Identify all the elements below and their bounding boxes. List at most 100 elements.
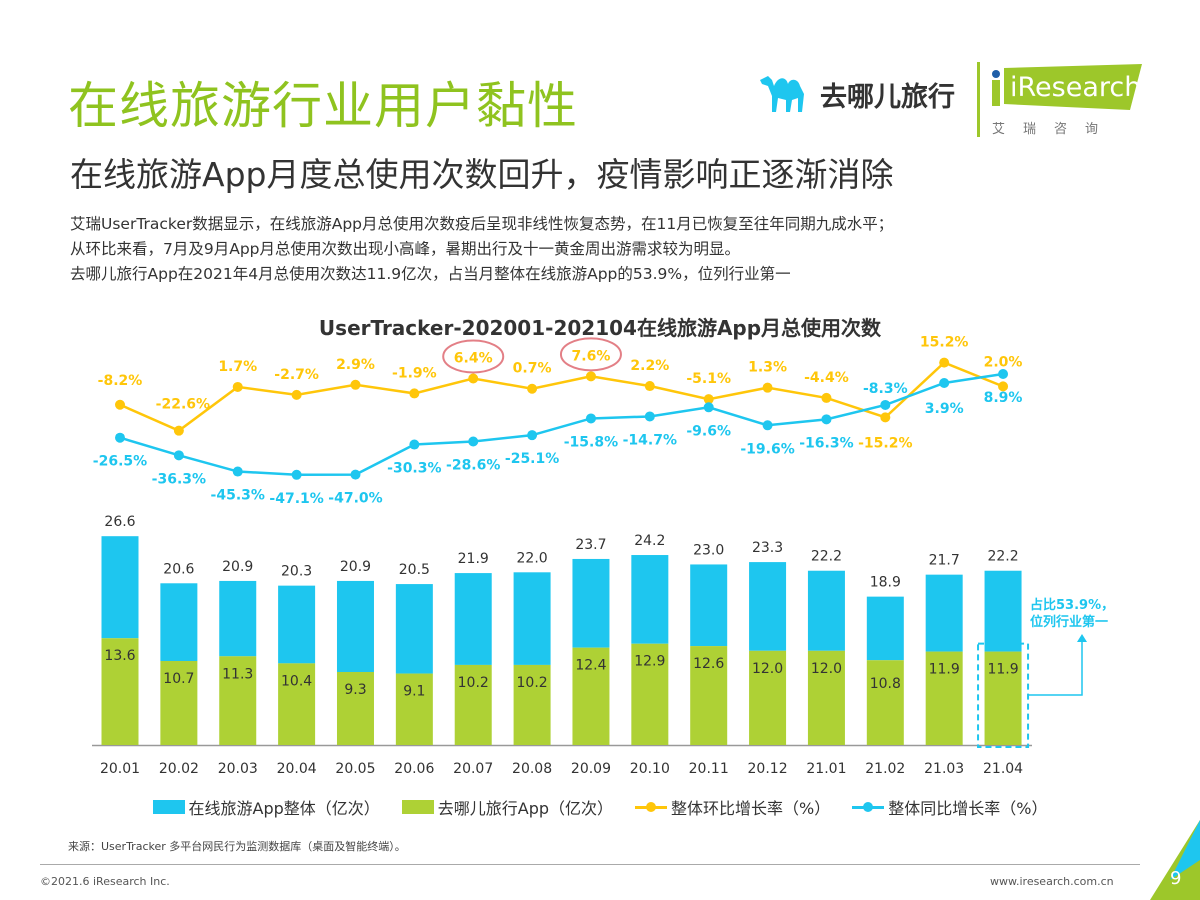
x-tick-label: 20.08 — [512, 761, 552, 777]
yoy-point — [468, 436, 479, 447]
mom-point — [880, 412, 891, 423]
bar-total — [219, 580, 257, 657]
source-note: 来源：UserTracker 多平台网民行为监测数据库（桌面及智能终端）。 — [68, 840, 406, 853]
x-tick-label: 20.09 — [571, 761, 611, 777]
yoy-line — [119, 372, 1004, 477]
yoy-point — [409, 439, 420, 450]
yoy-label: -28.6% — [446, 457, 500, 473]
arrowhead-icon — [1077, 634, 1087, 642]
page-title: 在线旅游行业用户黏性 — [68, 77, 578, 135]
x-tick-label: 20.07 — [453, 761, 493, 777]
mom-label: 2.2% — [630, 358, 669, 374]
bar-total-label: 23.3 — [752, 540, 783, 556]
yoy-point — [998, 368, 1009, 379]
bar-total-label: 26.6 — [104, 514, 135, 530]
bar-qunar — [101, 638, 139, 745]
mom-label: -4.4% — [804, 370, 849, 386]
legend-label: 整体同比增长率（%） — [888, 799, 1048, 818]
body-text-line: 从环比来看，7月及9月App月总使用次数出现小高峰，暑期出行及十一黄金周出游需求… — [70, 240, 741, 258]
footer-divider — [40, 864, 1140, 865]
bar-qunar-label: 12.0 — [752, 661, 783, 677]
bar-total-label: 21.7 — [929, 553, 960, 569]
bar-total-label: 22.2 — [987, 549, 1018, 565]
mom-point — [527, 383, 538, 394]
bar-qunar-label: 11.9 — [987, 662, 1018, 678]
yoy-label: 8.9% — [984, 390, 1023, 406]
bar-qunar — [866, 660, 904, 745]
bar-total — [749, 562, 787, 651]
qunar-logo: 去哪儿旅行 — [758, 72, 955, 116]
bar-qunar-label: 11.9 — [929, 662, 960, 678]
mom-point — [703, 394, 714, 405]
bar-total — [925, 574, 963, 652]
mom-label: 2.0% — [984, 354, 1023, 370]
mom-label: 1.7% — [218, 359, 257, 375]
yoy-point — [173, 450, 184, 461]
yoy-point — [821, 414, 832, 425]
legend-label: 整体环比增长率（%） — [671, 799, 831, 818]
mom-point — [998, 381, 1009, 392]
mom-label: 2.9% — [336, 357, 375, 373]
bar-qunar — [807, 650, 845, 745]
annotation-line: 占比53.9%， — [1030, 598, 1115, 613]
bar-total-label: 23.0 — [693, 542, 724, 558]
mom-label: -5.1% — [686, 371, 731, 387]
yoy-point — [644, 411, 655, 422]
bar-total — [690, 564, 728, 647]
bar-total-label: 22.2 — [811, 549, 842, 565]
page-number: 9 — [1170, 868, 1182, 889]
legend-label: 在线旅游App整体（亿次） — [188, 799, 380, 818]
bar-qunar — [690, 646, 728, 745]
bar-total-label: 24.2 — [634, 533, 665, 549]
mom-point — [173, 425, 184, 436]
yoy-label: -36.3% — [152, 471, 206, 487]
yoy-point — [527, 430, 538, 441]
bar-total — [807, 570, 845, 651]
bar-qunar — [513, 664, 551, 745]
x-tick-label: 20.10 — [630, 761, 670, 777]
iresearch-logo-text: iResearch — [1010, 72, 1142, 103]
bar-qunar — [278, 663, 316, 745]
bar-total-label: 20.9 — [340, 559, 371, 575]
bar-qunar-label: 10.2 — [458, 675, 489, 691]
yoy-point — [115, 432, 125, 443]
chart-title: UserTracker-202001-202104在线旅游App月总使用次数 — [318, 316, 882, 340]
yoy-point — [585, 413, 596, 424]
bar-total-label: 20.5 — [399, 562, 430, 578]
logo-divider — [977, 62, 980, 137]
bar-qunar-label: 12.9 — [634, 654, 665, 670]
x-tick-label: 21.01 — [806, 761, 846, 777]
bar-qunar — [395, 673, 433, 745]
x-tick-label: 20.04 — [277, 761, 317, 777]
bar-qunar — [454, 664, 492, 745]
bar-total-label: 20.6 — [163, 561, 194, 577]
legend-swatch-icon — [152, 800, 185, 814]
x-tick-label: 21.03 — [924, 761, 964, 777]
mom-point — [350, 379, 361, 390]
bar-qunar-label: 10.4 — [281, 673, 312, 689]
bar-qunar — [631, 643, 669, 745]
bar-total-label: 20.9 — [222, 559, 253, 575]
bar-qunar-label: 12.0 — [811, 661, 842, 677]
yoy-point — [232, 466, 243, 477]
mom-label: -8.2% — [98, 373, 143, 389]
legend-item: 整体同比增长率（%） — [852, 795, 1047, 819]
bar-total-label: 23.7 — [575, 537, 606, 553]
legend-item: 在线旅游App整体（亿次） — [152, 795, 380, 819]
x-tick-label: 21.04 — [983, 761, 1023, 777]
bar-qunar-label: 12.4 — [575, 658, 606, 674]
yoy-label: -19.6% — [740, 441, 794, 457]
bar-total — [454, 573, 492, 665]
legend-line-icon — [852, 800, 885, 814]
website-link[interactable]: www.iresearch.com.cn — [990, 875, 1114, 888]
yoy-point — [350, 469, 361, 480]
mom-point — [291, 389, 302, 400]
yoy-label: -26.5% — [93, 454, 147, 470]
mom-line — [119, 361, 1004, 433]
bar-qunar-label: 13.6 — [104, 648, 135, 664]
highlight-ellipse — [442, 339, 505, 374]
yoy-point — [291, 469, 302, 480]
bar-qunar-label: 11.3 — [222, 666, 253, 682]
page-subtitle: 在线旅游App月度总使用次数回升，疫情影响正逐渐消除 — [70, 155, 894, 194]
yoy-label: -45.3% — [211, 488, 265, 504]
